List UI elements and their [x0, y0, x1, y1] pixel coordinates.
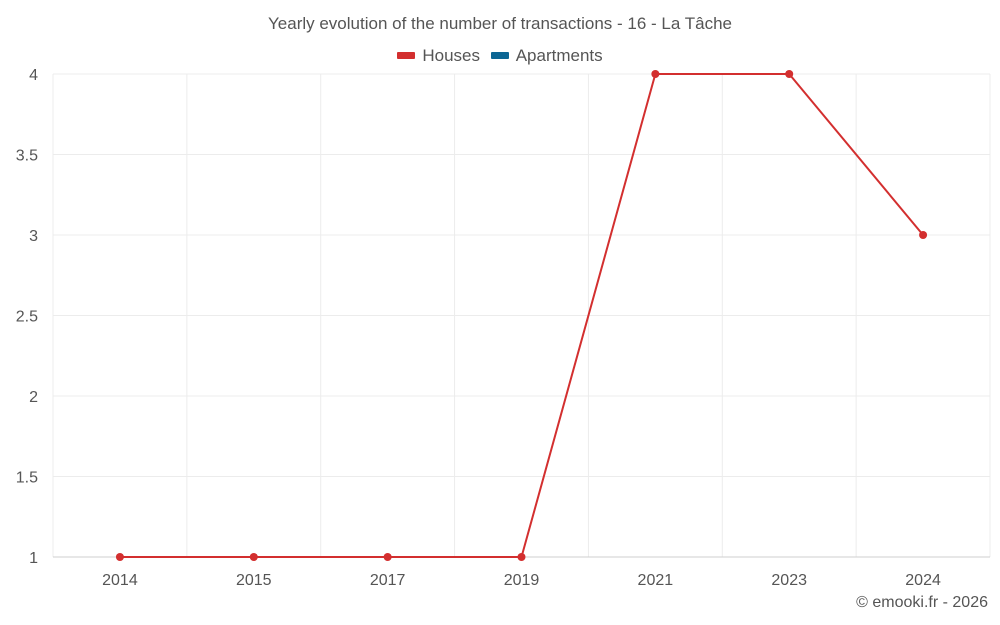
- y-tick-label: 2: [29, 389, 38, 406]
- legend-item-houses[interactable]: Houses: [397, 46, 480, 66]
- data-point-houses[interactable]: [651, 70, 660, 78]
- legend-label-apartments: Apartments: [515, 45, 603, 65]
- chart-title: Yearly evolution of the number of transa…: [268, 14, 732, 33]
- legend-swatch-apartments: [490, 52, 509, 59]
- y-tick-label: 2.5: [16, 309, 38, 326]
- data-point-houses[interactable]: [919, 231, 928, 239]
- data-point-houses[interactable]: [785, 70, 794, 78]
- data-point-houses[interactable]: [383, 553, 392, 561]
- data-point-houses[interactable]: [115, 553, 124, 561]
- y-tick-label: 3: [29, 228, 38, 245]
- data-point-houses[interactable]: [249, 553, 258, 561]
- y-tick-label: 1: [29, 550, 38, 567]
- legend: Houses Apartments: [0, 44, 1000, 66]
- credit: © emooki.fr - 2026: [856, 594, 988, 611]
- x-tick-label: 2023: [771, 572, 807, 589]
- x-tick-label: 2021: [638, 572, 674, 589]
- x-tick-label: 2019: [504, 572, 540, 589]
- series-layer: [115, 70, 928, 561]
- y-tick-label: 4: [29, 67, 38, 84]
- x-tick-label: 2014: [102, 572, 138, 589]
- x-tick-label: 2015: [236, 572, 272, 589]
- legend-swatch-houses: [397, 52, 416, 59]
- x-axis: 2014 2015 2017 2019 2021 2023 2024: [102, 572, 941, 589]
- x-tick-label: 2024: [905, 572, 941, 589]
- data-point-houses[interactable]: [517, 553, 526, 561]
- y-axis: 1 1.5 2 2.5 3 3.5 4: [16, 67, 38, 567]
- y-tick-label: 1.5: [16, 470, 38, 487]
- x-tick-label: 2017: [370, 572, 406, 589]
- y-tick-label: 3.5: [16, 148, 38, 165]
- legend-label-houses: Houses: [422, 45, 480, 65]
- legend-item-apartments[interactable]: Apartments: [490, 45, 603, 66]
